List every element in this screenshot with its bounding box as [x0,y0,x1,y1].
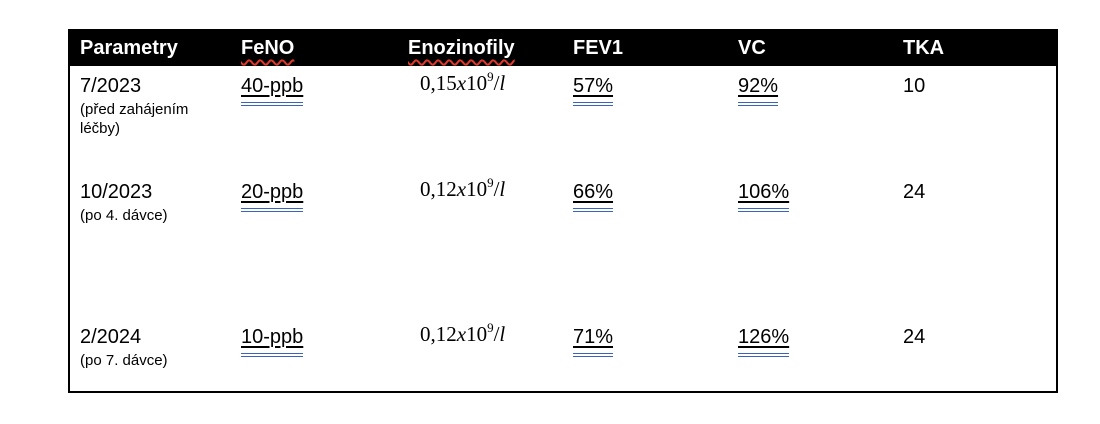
feno-value: 20-ppb [241,181,304,203]
cell-fev1: 71% [573,324,614,357]
eos-coef: 0,12 [420,322,457,346]
grammar-underline: 66% [573,179,614,212]
column-header-fev1: FEV1 [573,37,624,59]
eos-slash: / [493,177,500,201]
vc-value: 126% [738,326,790,348]
eos-coef: 0,15 [420,71,457,95]
eos-var: x [456,177,467,201]
eos-slash: / [493,71,500,95]
table-header-row: Parametry FeNO Enozinofily FEV1 VC TKA [70,31,1056,66]
period-note: (před zahájením léčby) [80,101,189,137]
grammar-underline: 106% [738,179,790,212]
cell-period: 10/2023 (po 4. dávce) [80,179,225,225]
eos-slash: / [493,322,500,346]
eos-unit: l [499,177,506,201]
eos-exponent: 9 [487,320,494,335]
cell-fev1: 66% [573,179,614,212]
column-header-vc: VC [738,37,766,59]
eos-exponent: 9 [487,175,494,190]
fev1-value: 66% [573,181,614,203]
cell-eosinophils: 0,15x109/l [420,70,505,96]
vc-value: 106% [738,181,790,203]
fev1-value: 71% [573,326,614,348]
eos-base: 10 [466,71,488,95]
tka-value: 24 [903,326,926,348]
grammar-underline: 126% [738,324,790,357]
period-note: (po 7. dávce) [80,352,168,369]
cell-fev1: 57% [573,73,614,106]
tka-value: 24 [903,181,926,203]
grammar-underline: 10-ppb [241,324,304,357]
cell-period: 7/2023 (před zahájením léčby) [80,73,225,138]
eos-unit: l [499,71,506,95]
eos-exponent: 9 [487,69,494,84]
eos-var: x [456,322,467,346]
cell-tka: 10 [903,73,925,99]
results-table: Parametry FeNO Enozinofily FEV1 VC TKA 7… [68,29,1058,393]
cell-eosinophils: 0,12x109/l [420,321,505,347]
eos-base: 10 [466,177,488,201]
grammar-underline: 40-ppb [241,73,304,106]
cell-period: 2/2024 (po 7. dávce) [80,324,225,370]
cell-feno: 20-ppb [241,179,304,212]
column-header-parametry: Parametry [80,37,178,59]
eos-base: 10 [466,322,488,346]
cell-feno: 40-ppb [241,73,304,106]
period-text: 7/2023 [80,75,142,97]
cell-vc: 126% [738,324,790,357]
cell-tka: 24 [903,179,925,205]
feno-value: 10-ppb [241,326,304,348]
cell-vc: 92% [738,73,779,106]
period-text: 2/2024 [80,326,142,348]
eos-var: x [456,71,467,95]
fev1-value: 57% [573,75,614,97]
vc-value: 92% [738,75,779,97]
column-header-feno: FeNO [241,37,295,59]
eos-coef: 0,12 [420,177,457,201]
grammar-underline: 57% [573,73,614,106]
tka-value: 10 [903,75,926,97]
period-note: (po 4. dávce) [80,207,168,224]
grammar-underline: 20-ppb [241,179,304,212]
grammar-underline: 71% [573,324,614,357]
column-header-enozinofily: Enozinofily [408,37,515,59]
feno-value: 40-ppb [241,75,304,97]
column-header-tka: TKA [903,37,945,59]
eos-unit: l [499,322,506,346]
grammar-underline: 92% [738,73,779,106]
period-text: 10/2023 [80,181,153,203]
cell-eosinophils: 0,12x109/l [420,176,505,202]
cell-feno: 10-ppb [241,324,304,357]
cell-vc: 106% [738,179,790,212]
cell-tka: 24 [903,324,925,350]
